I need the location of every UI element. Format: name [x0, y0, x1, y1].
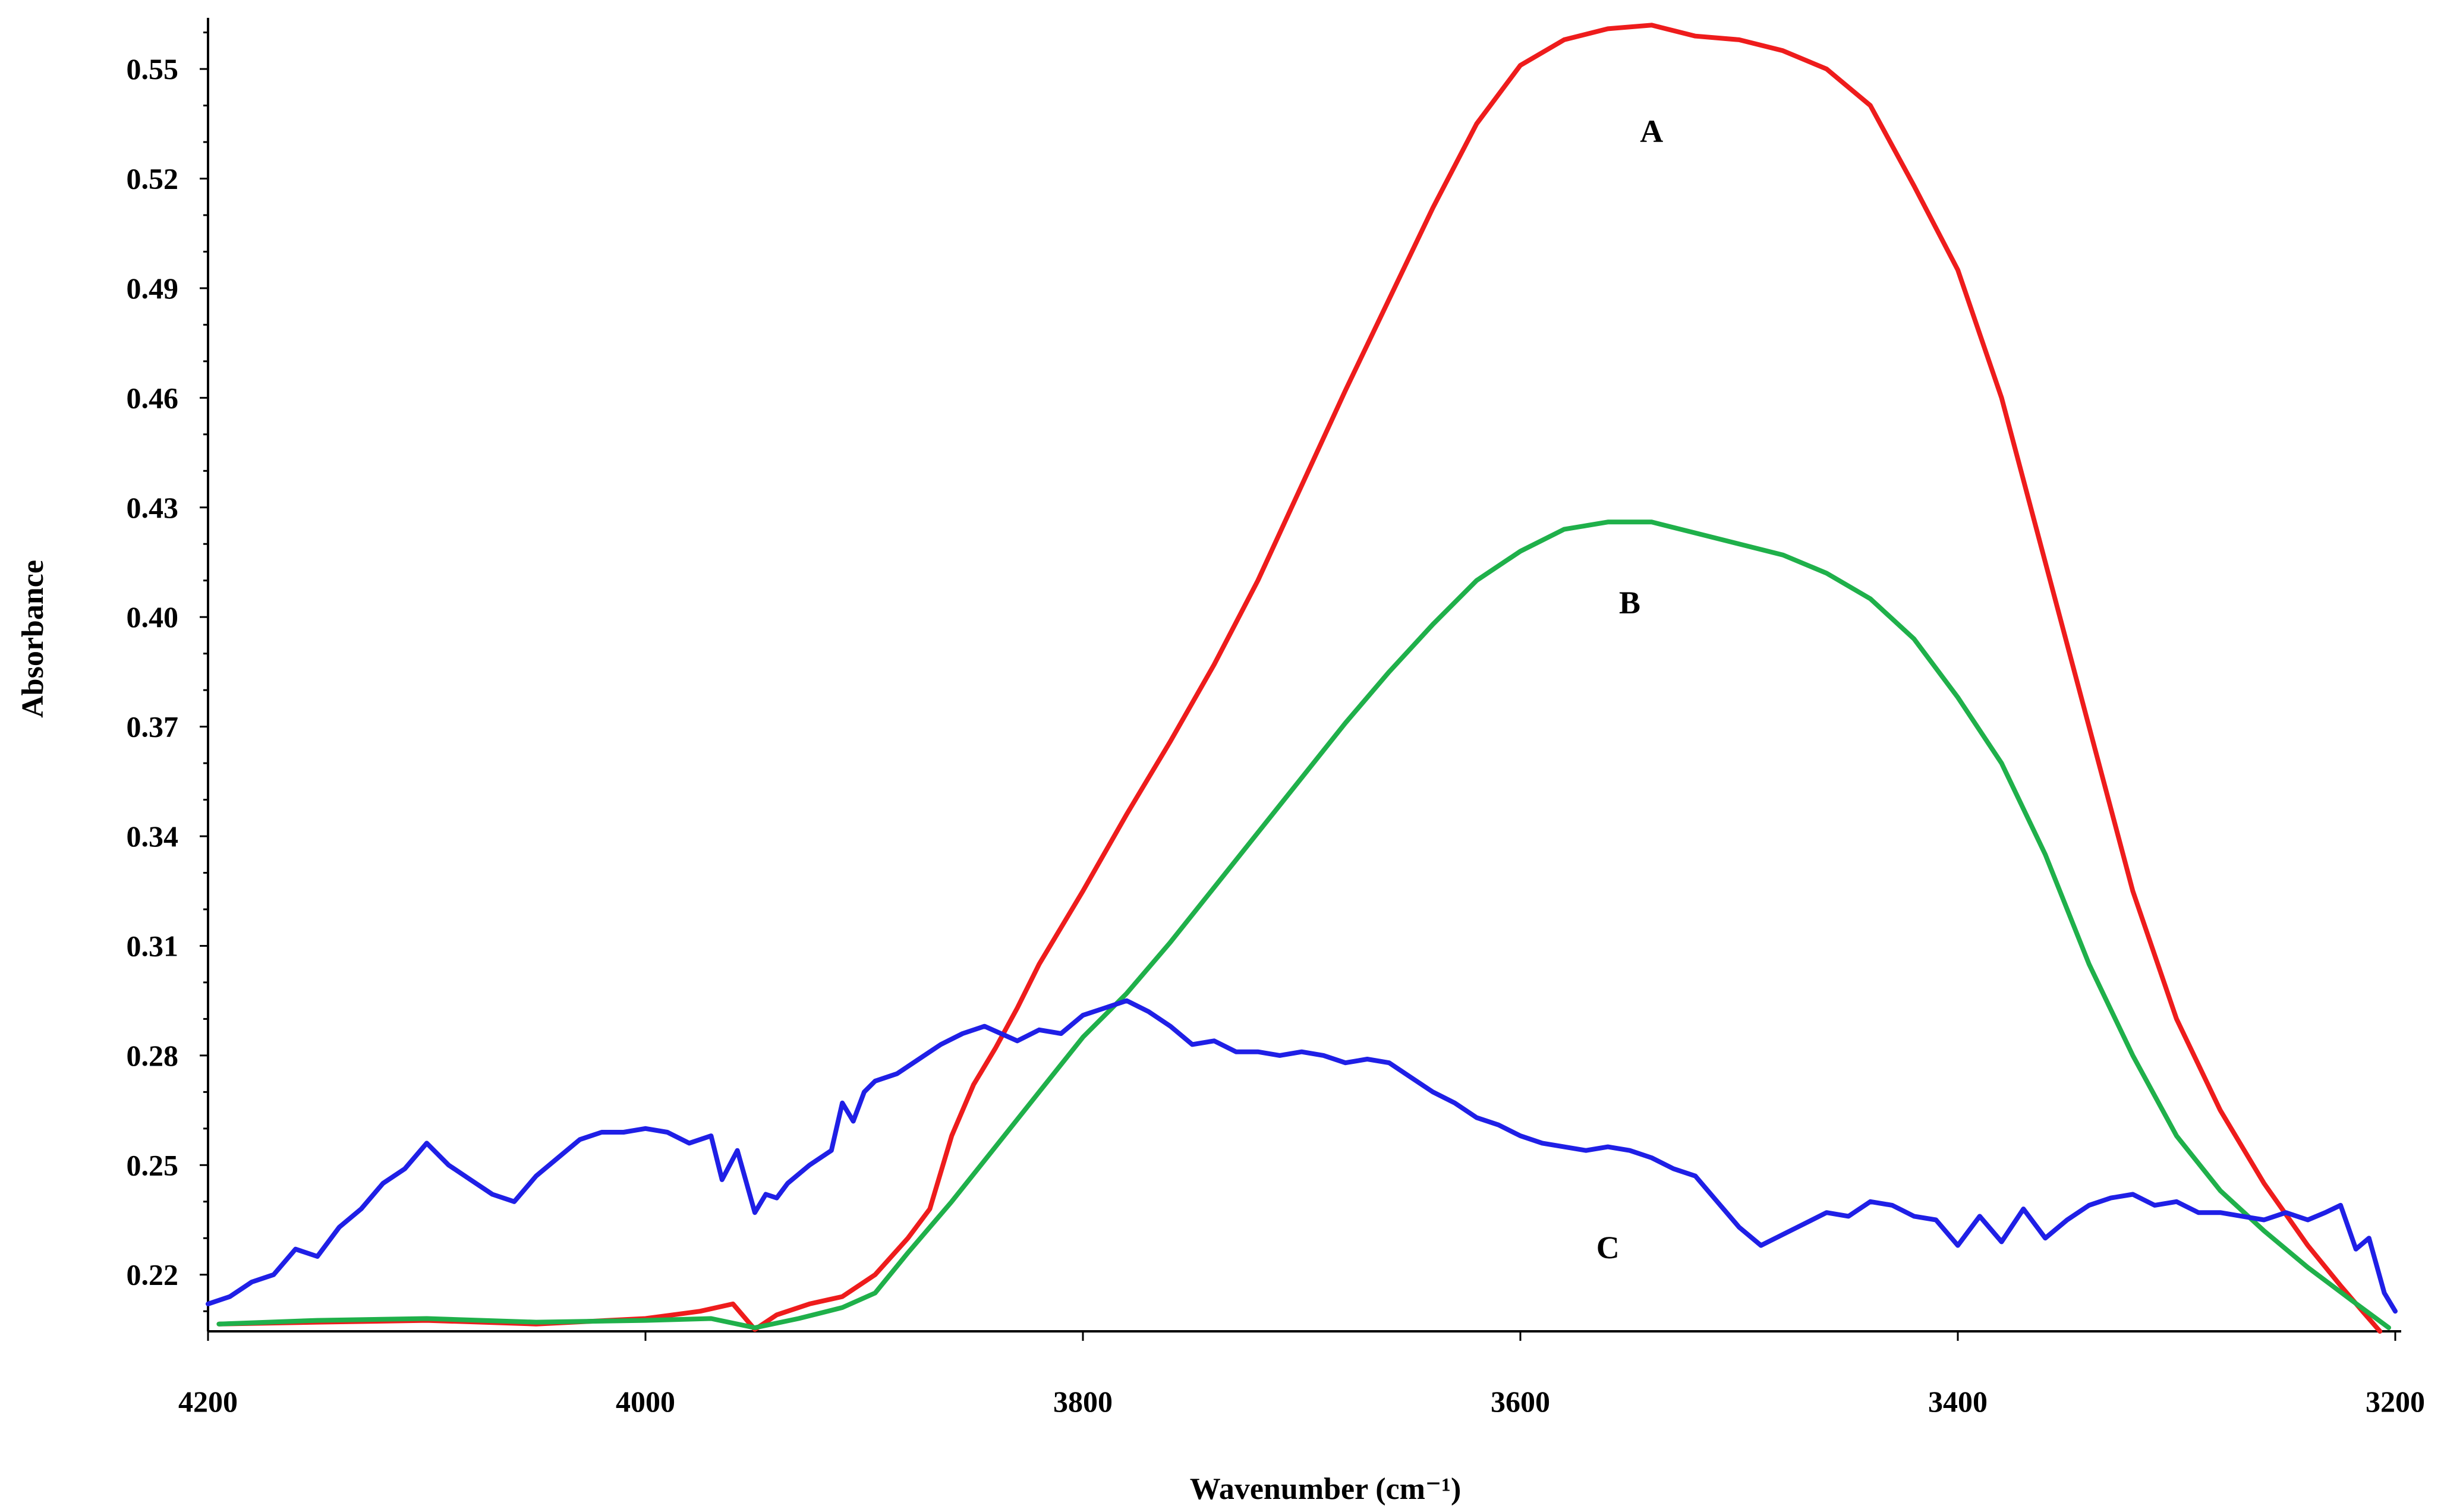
- series-labels: A B C: [1596, 114, 1664, 1265]
- y-tick-label: 0.49: [127, 272, 179, 305]
- y-tick-label: 0.43: [127, 491, 179, 524]
- y-tick-label: 0.37: [127, 710, 179, 744]
- series-line-c: [206, 998, 2398, 1314]
- y-tick-label: 0.31: [127, 929, 179, 962]
- y-tick-label: 0.40: [127, 600, 179, 634]
- y-tick-label: 0.34: [127, 820, 179, 853]
- x-tick-label: 3600: [1491, 1385, 1550, 1418]
- y-axis-ticks: 0.22 0.25 0.28 0.31 0.34 0.37 0.40 0.43 0.46 0.49…: [127, 32, 208, 1312]
- series-label-c: C: [1596, 1230, 1620, 1265]
- y-tick-label: 0.55: [127, 52, 179, 86]
- x-tick-label: 3800: [1053, 1385, 1113, 1418]
- series-label-b: B: [1619, 585, 1640, 620]
- y-tick-label: 0.52: [127, 162, 179, 195]
- x-tick-label: 3200: [2366, 1385, 2425, 1418]
- x-axis-ticks: 4200 4000 3800 3600 3400 3200: [178, 1331, 2425, 1418]
- series-lines: [206, 23, 2398, 1334]
- y-tick-label: 0.25: [127, 1148, 179, 1182]
- x-tick-label: 4000: [616, 1385, 675, 1418]
- series-line-b: [216, 519, 2391, 1330]
- y-axis-title: Absorbance: [16, 560, 50, 718]
- x-tick-label: 3400: [1928, 1385, 1988, 1418]
- x-axis-title: Wavenumber (cm⁻¹): [1190, 1472, 1462, 1506]
- series-label-a: A: [1640, 114, 1663, 149]
- y-tick-label: 0.28: [127, 1039, 179, 1072]
- y-tick-label: 0.46: [127, 381, 179, 414]
- y-tick-label: 0.22: [127, 1258, 179, 1292]
- x-tick-label: 4200: [178, 1385, 238, 1418]
- series-line-a: [216, 23, 2383, 1334]
